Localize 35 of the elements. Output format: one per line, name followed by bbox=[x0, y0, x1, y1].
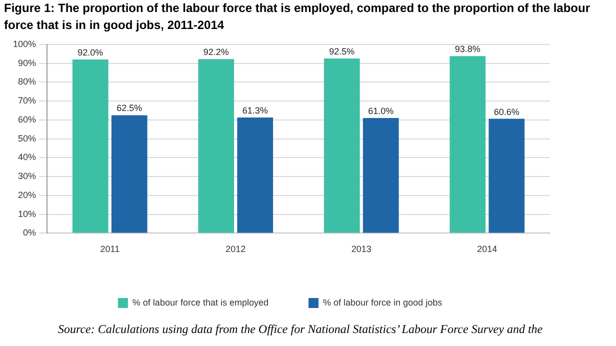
data-label: 61.3% bbox=[242, 105, 268, 116]
y-tick-label: 80% bbox=[18, 76, 36, 87]
y-tick-label: 0% bbox=[23, 228, 36, 238]
y-tick-label: 60% bbox=[18, 114, 36, 124]
y-tick-label: 70% bbox=[18, 96, 36, 106]
data-label: 92.0% bbox=[78, 47, 104, 58]
y-tick-label: 90% bbox=[18, 58, 36, 68]
y-tick-label: 20% bbox=[18, 190, 36, 200]
source-note: Source: Calculations using data from the Office for National Statistics’ Labour Force Survey and the bbox=[58, 322, 544, 337]
y-tick-label: 10% bbox=[18, 208, 36, 219]
legend-label: % of labour force that is employed bbox=[132, 297, 269, 308]
bar bbox=[237, 117, 274, 233]
legend-label: % of labour force in good jobs bbox=[323, 297, 443, 308]
bar bbox=[111, 115, 148, 233]
y-tick-label: 30% bbox=[18, 171, 36, 182]
bar bbox=[362, 118, 399, 233]
x-tick-label: 2012 bbox=[226, 244, 246, 254]
data-label: 92.2% bbox=[203, 47, 229, 58]
bar bbox=[450, 56, 486, 233]
y-tick-label: 50% bbox=[18, 133, 36, 144]
y-tick-label: 40% bbox=[18, 152, 36, 162]
bar bbox=[72, 60, 108, 233]
y-tick-label: 100% bbox=[12, 38, 36, 49]
x-tick-label: 2011 bbox=[100, 244, 120, 254]
x-tick-label: 2013 bbox=[351, 244, 372, 254]
chart-title: Figure 1: The proportion of the labour force that is employed, compared to the proportion of the labour force that is in in good jobs, 2011-2014 bbox=[4, 0, 592, 34]
data-label: 60.6% bbox=[494, 106, 520, 117]
bar bbox=[488, 118, 525, 233]
bar bbox=[198, 59, 234, 233]
data-label: 61.0% bbox=[368, 106, 394, 116]
data-label: 92.5% bbox=[329, 46, 355, 57]
x-tick-label: 2014 bbox=[477, 244, 498, 254]
data-label: 62.5% bbox=[116, 103, 142, 114]
bar bbox=[324, 58, 360, 233]
data-label: 93.8% bbox=[454, 44, 480, 54]
